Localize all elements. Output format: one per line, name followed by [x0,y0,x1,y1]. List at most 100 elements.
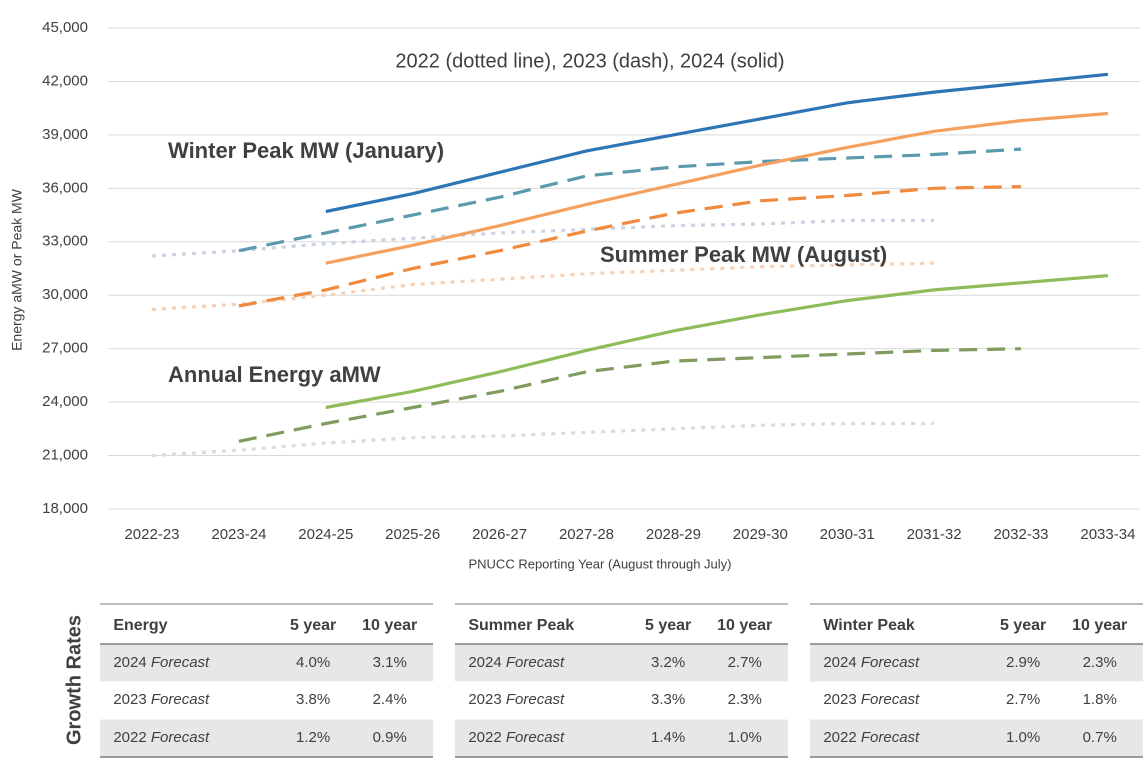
table-row [100,644,433,682]
row-label-part: 2023 [113,691,146,708]
table-cell: 0.7% [1083,729,1117,746]
table-cell: 3.3% [651,691,685,708]
row-label: 2023 Forecast [113,691,210,708]
row-label-part: Forecast [147,691,210,708]
row-label-part: Forecast [502,654,565,671]
y-tick-label: 36,000 [42,179,88,196]
x-tick-label: 2032-33 [993,526,1048,543]
x-tick-label: 2023-24 [211,526,266,543]
series-line [238,147,1022,253]
x-tick-label: 2030-31 [820,526,875,543]
series-line [325,72,1109,214]
y-tick-label: 18,000 [42,500,88,517]
table-header: 5 year [290,617,336,634]
series-line [151,218,935,258]
table-row [455,719,788,757]
table-cell: 2.3% [1083,654,1117,671]
table-header: 10 year [362,617,417,634]
row-label-part: 2024 [468,654,501,671]
row-label-part: Forecast [857,729,920,746]
series-line [151,261,935,312]
series-line [238,347,1022,443]
y-tick-label: 24,000 [42,393,88,410]
row-label: 2022 Forecast [468,729,565,746]
table-row [455,681,788,719]
table-cell: 4.0% [296,654,330,671]
row-label-part: 2024 [113,654,146,671]
y-tick-label: 30,000 [42,286,88,303]
row-label: 2024 Forecast [113,654,210,671]
series-line [325,111,1109,265]
x-tick-label: 2033-34 [1080,526,1135,543]
x-tick-label: 2024-25 [298,526,353,543]
table-header: Energy [113,617,167,634]
annotation: Summer Peak MW (August) [600,242,887,267]
row-label-part: 2023 [823,691,856,708]
x-tick-label: 2028-29 [646,526,701,543]
y-tick-label: 21,000 [42,447,88,464]
annotation: Annual Energy aMW [168,362,381,387]
table-row [810,719,1143,757]
y-tick-label: 33,000 [42,233,88,250]
series-line [238,185,1022,308]
table-cell: 1.2% [296,729,330,746]
row-label-part: Forecast [147,729,210,746]
side-label: Growth Rates [63,615,85,745]
series-line [325,274,1109,410]
y-tick-label: 45,000 [42,19,88,36]
x-tick-label: 2022-23 [124,526,179,543]
table-cell: 1.0% [728,729,762,746]
table-cell: 2.7% [728,654,762,671]
y-tick-label: 39,000 [42,126,88,143]
row-label-part: Forecast [502,691,565,708]
table-row [455,644,788,682]
table-cell: 3.1% [373,654,407,671]
row-label: 2023 Forecast [468,691,565,708]
table-row [100,681,433,719]
x-tick-label: 2031-32 [907,526,962,543]
row-label: 2022 Forecast [113,729,210,746]
row-label-part: 2022 [823,729,856,746]
table-cell: 3.2% [651,654,685,671]
table-cell: 2.3% [728,691,762,708]
x-tick-label: 2029-30 [733,526,788,543]
chart-title: 2022 (dotted line), 2023 (dash), 2024 (s… [395,50,784,72]
row-label: 2024 Forecast [468,654,565,671]
table-header: 10 year [1072,617,1127,634]
table-header: 5 year [1000,617,1046,634]
table-header: Winter Peak [823,617,915,634]
table-header: Summer Peak [468,617,574,634]
row-label-part: Forecast [502,729,565,746]
row-label-part: Forecast [857,691,920,708]
x-tick-label: 2025-26 [385,526,440,543]
y-axis-label: Energy aMW or Peak MW [9,188,25,351]
table-cell: 3.8% [296,691,330,708]
row-label: 2023 Forecast [823,691,920,708]
y-tick-label: 42,000 [42,72,88,89]
table-cell: 2.9% [1006,654,1040,671]
x-tick-label: 2026-27 [472,526,527,543]
annotation: Winter Peak MW (January) [168,138,444,163]
row-label-part: 2023 [468,691,501,708]
table-header: 10 year [717,617,772,634]
row-label-part: 2022 [113,729,146,746]
table-cell: 2.4% [373,691,407,708]
table-cell: 1.0% [1006,729,1040,746]
table-row [100,719,433,757]
row-label: 2024 Forecast [823,654,920,671]
row-label: 2022 Forecast [823,729,920,746]
table-row [810,681,1143,719]
x-axis-label: PNUCC Reporting Year (August through Jul… [468,556,731,571]
series-line [151,421,935,458]
table-cell: 0.9% [373,729,407,746]
row-label-part: 2022 [468,729,501,746]
table-cell: 2.7% [1006,691,1040,708]
row-label-part: 2024 [823,654,856,671]
x-tick-label: 2027-28 [559,526,614,543]
table-cell: 1.4% [651,729,685,746]
table-cell: 1.8% [1083,691,1117,708]
row-label-part: Forecast [857,654,920,671]
table-header: 5 year [645,617,691,634]
